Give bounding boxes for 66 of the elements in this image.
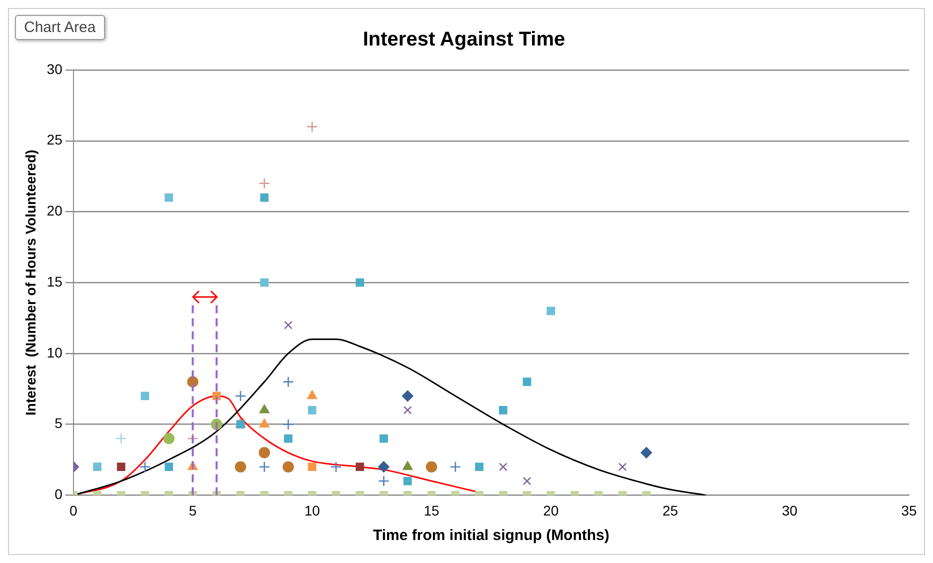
- point: [450, 461, 462, 473]
- point: [308, 462, 316, 472]
- point: [282, 461, 294, 473]
- point: [258, 178, 270, 190]
- y-axis-title: Interest (Number of Hours Volunteered): [22, 150, 38, 416]
- point: [330, 461, 342, 473]
- point: [307, 390, 318, 400]
- x-tick-label: 25: [662, 502, 678, 518]
- point: [234, 390, 246, 402]
- x-tick-label: 0: [69, 502, 78, 518]
- point: [308, 406, 316, 414]
- x-tick-label: 15: [424, 502, 440, 518]
- y-tick-label: 10: [46, 344, 63, 360]
- point: [522, 378, 532, 386]
- point: [140, 392, 150, 400]
- point: [378, 461, 390, 473]
- point: [93, 462, 102, 472]
- point: [260, 193, 269, 202]
- point: [260, 278, 269, 287]
- point: [234, 461, 246, 473]
- point: [187, 432, 198, 444]
- y-tick-label: 20: [46, 202, 63, 219]
- x-axis-title: Time from initial signup (Months): [372, 527, 610, 544]
- y-tick-label: 15: [46, 273, 63, 290]
- point: [618, 462, 627, 472]
- x-tick-label: 10: [304, 502, 320, 518]
- point: [475, 462, 484, 472]
- point: [163, 432, 175, 444]
- y-tick-label: 0: [54, 486, 63, 502]
- y-tick-label: 30: [46, 60, 63, 77]
- y-tick-label: 25: [46, 132, 63, 148]
- point: [403, 476, 412, 486]
- x-tick-label: 30: [782, 502, 798, 518]
- point: [402, 461, 413, 470]
- point: [259, 418, 270, 428]
- point: [546, 306, 556, 316]
- point: [258, 447, 270, 458]
- point: [402, 390, 414, 402]
- point: [356, 278, 364, 287]
- point: [284, 434, 292, 443]
- point: [522, 476, 532, 486]
- point: [258, 461, 270, 473]
- point: [306, 121, 318, 132]
- point: [426, 461, 438, 473]
- y-tick-label: 5: [54, 415, 63, 432]
- point: [115, 432, 127, 444]
- point: [498, 462, 508, 472]
- point: [139, 461, 151, 473]
- point: [380, 434, 388, 443]
- point: [403, 406, 412, 414]
- point: [378, 475, 390, 487]
- point: [498, 406, 508, 414]
- x-tick-label: 5: [188, 502, 197, 518]
- point: [356, 462, 364, 472]
- point: [164, 462, 174, 472]
- point: [284, 320, 292, 330]
- x-tick-label: 35: [901, 502, 917, 518]
- point: [282, 418, 294, 430]
- point: [640, 447, 652, 458]
- x-tick-label: 20: [543, 502, 559, 518]
- point: [116, 462, 126, 472]
- point: [282, 376, 294, 388]
- text: Chart Area: [15, 15, 105, 40]
- point: [164, 193, 174, 202]
- chart-title: Interest Against Time: [362, 28, 566, 51]
- point: [259, 404, 270, 414]
